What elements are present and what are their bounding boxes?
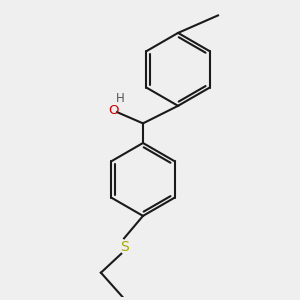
Text: O: O xyxy=(108,104,119,117)
Text: S: S xyxy=(120,240,128,254)
Text: H: H xyxy=(116,92,124,105)
